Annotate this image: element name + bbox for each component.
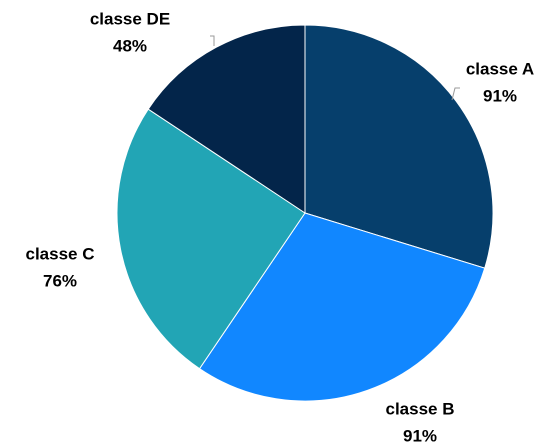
leader-line xyxy=(451,87,460,101)
leader-line xyxy=(210,35,215,46)
slice-value-label: 48% xyxy=(113,36,147,55)
slice-value-label: 91% xyxy=(483,86,517,105)
slice-label: classe B xyxy=(386,399,455,418)
pie-slice xyxy=(116,108,306,370)
slice-value-label: 91% xyxy=(403,426,437,443)
slice-label: classe DE xyxy=(90,9,170,28)
pie-slice xyxy=(198,212,486,402)
pie-slice xyxy=(304,24,494,269)
slice-label: classe A xyxy=(466,59,534,78)
pie-slice xyxy=(147,24,306,214)
slice-value-label: 76% xyxy=(43,271,77,290)
slice-label: classe C xyxy=(26,244,95,263)
